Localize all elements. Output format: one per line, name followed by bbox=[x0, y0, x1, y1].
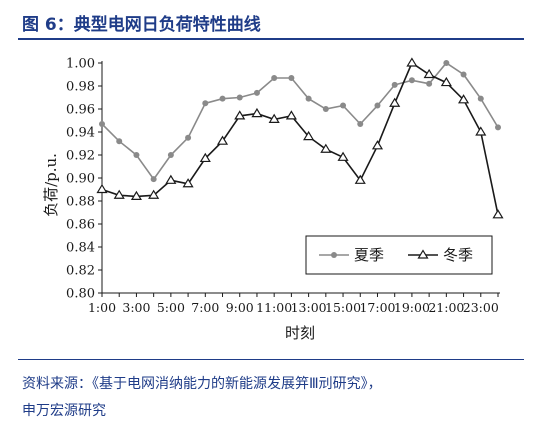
data-point-winter bbox=[406, 57, 418, 67]
legend-summer-label: 夏季 bbox=[354, 246, 384, 264]
source-divider bbox=[18, 359, 524, 360]
data-point-winter bbox=[492, 209, 504, 219]
x-tick-label: 11:00 bbox=[256, 300, 292, 315]
data-point-summer bbox=[426, 80, 433, 87]
y-tick-label: 0.82 bbox=[66, 264, 95, 279]
y-tick-label: 0.92 bbox=[66, 149, 95, 164]
chart-axes bbox=[101, 61, 500, 294]
legend-summer-marker bbox=[331, 252, 337, 258]
data-point-winter bbox=[303, 130, 315, 141]
y-axis-label: 负荷/p.u. bbox=[42, 153, 60, 217]
data-point-summer bbox=[202, 100, 209, 107]
x-tick-label: 21:00 bbox=[428, 300, 464, 315]
data-point-winter bbox=[458, 94, 470, 104]
data-point-summer bbox=[477, 95, 484, 102]
data-point-winter bbox=[440, 76, 452, 87]
y-tick-label: 0.94 bbox=[66, 126, 95, 141]
data-point-summer bbox=[99, 120, 105, 127]
data-point-summer bbox=[271, 74, 278, 81]
data-point-summer bbox=[391, 81, 398, 88]
data-point-winter bbox=[182, 178, 194, 188]
data-point-summer bbox=[357, 120, 364, 127]
data-point-winter bbox=[234, 110, 246, 120]
series-line-winter bbox=[101, 61, 499, 215]
y-tick-label: 0.84 bbox=[66, 241, 95, 256]
x-tick-label: 1:00 bbox=[88, 300, 116, 315]
x-tick-label: 13:00 bbox=[291, 300, 327, 315]
data-point-winter bbox=[251, 107, 263, 118]
data-point-summer bbox=[236, 94, 243, 101]
y-tick-label: 0.88 bbox=[66, 195, 95, 210]
data-point-winter bbox=[130, 190, 142, 200]
x-axis-label: 时刻 bbox=[285, 324, 315, 342]
data-point-summer bbox=[374, 102, 381, 109]
data-point-winter bbox=[354, 174, 366, 184]
data-point-winter bbox=[216, 135, 229, 145]
data-point-summer bbox=[305, 95, 312, 102]
data-point-summer bbox=[253, 89, 260, 96]
x-tick-label: 7:00 bbox=[191, 300, 219, 315]
x-tick-label: 5:00 bbox=[157, 300, 185, 315]
y-tick-label: 0.86 bbox=[66, 218, 95, 233]
x-tick-label: 17:00 bbox=[359, 300, 395, 315]
series-group bbox=[96, 57, 504, 219]
y-tick-label: 0.90 bbox=[66, 172, 95, 187]
data-point-summer bbox=[116, 138, 123, 145]
load-curve-chart: 0.80 0.82 0.84 0.86 0.88 0.90 0.92 0.94 0.96 0.98… bbox=[42, 57, 504, 342]
data-point-winter bbox=[423, 68, 435, 79]
legend: 夏季 冬季 bbox=[305, 235, 493, 275]
x-tick-label: 9:00 bbox=[226, 300, 254, 315]
series-line-summer bbox=[101, 61, 499, 181]
data-point-summer bbox=[133, 152, 140, 158]
data-point-summer bbox=[219, 95, 226, 102]
source-line-1: 资料来源：《基于电网消纳能力的新能源发展笄Ⅲ刓研究》， bbox=[22, 376, 382, 392]
y-tick-label: 0.96 bbox=[66, 103, 95, 118]
data-point-winter bbox=[337, 151, 349, 161]
data-point-summer bbox=[495, 124, 501, 131]
data-point-winter bbox=[268, 113, 280, 123]
data-point-summer bbox=[340, 102, 347, 109]
legend-winter-marker bbox=[417, 249, 429, 259]
data-point-winter bbox=[320, 143, 332, 153]
x-tick-label: 23:00 bbox=[463, 300, 499, 315]
data-point-summer bbox=[167, 152, 174, 158]
y-tick-label: 0.80 bbox=[66, 287, 95, 302]
data-point-summer bbox=[443, 60, 450, 66]
data-point-summer bbox=[185, 134, 192, 141]
source-line-2: 申万宏源研究 bbox=[22, 403, 106, 419]
data-point-winter bbox=[285, 110, 297, 120]
data-point-summer bbox=[460, 71, 467, 78]
data-point-winter bbox=[389, 97, 401, 107]
x-tick-label: 3:00 bbox=[122, 300, 150, 315]
y-tick-label: 1.00 bbox=[66, 57, 95, 72]
data-point-winter bbox=[371, 140, 384, 150]
data-point-winter bbox=[113, 189, 125, 199]
data-point-winter bbox=[199, 152, 211, 163]
data-point-winter bbox=[475, 126, 487, 136]
x-tick-label: 15:00 bbox=[325, 300, 361, 315]
data-point-winter bbox=[165, 174, 177, 184]
figure-title: 图 6：典型电网日负荷特性曲线 bbox=[22, 15, 261, 35]
legend-winter-label: 冬季 bbox=[443, 246, 473, 264]
y-tick-label: 0.98 bbox=[66, 80, 95, 95]
title-divider bbox=[18, 38, 524, 40]
data-point-summer bbox=[408, 77, 415, 84]
y-axis-ticks: 0.80 0.82 0.84 0.86 0.88 0.90 0.92 0.94 0.96 0.98… bbox=[66, 57, 102, 302]
data-point-summer bbox=[150, 176, 157, 183]
data-point-winter bbox=[148, 189, 160, 199]
x-tick-label: 19:00 bbox=[394, 300, 430, 315]
data-point-summer bbox=[322, 106, 329, 112]
data-point-winter bbox=[96, 183, 108, 194]
x-axis-ticks: 1:00 3:00 5:00 7:00 9:00 11:0013:0015:0017:00… bbox=[88, 293, 499, 315]
data-point-summer bbox=[288, 74, 295, 81]
